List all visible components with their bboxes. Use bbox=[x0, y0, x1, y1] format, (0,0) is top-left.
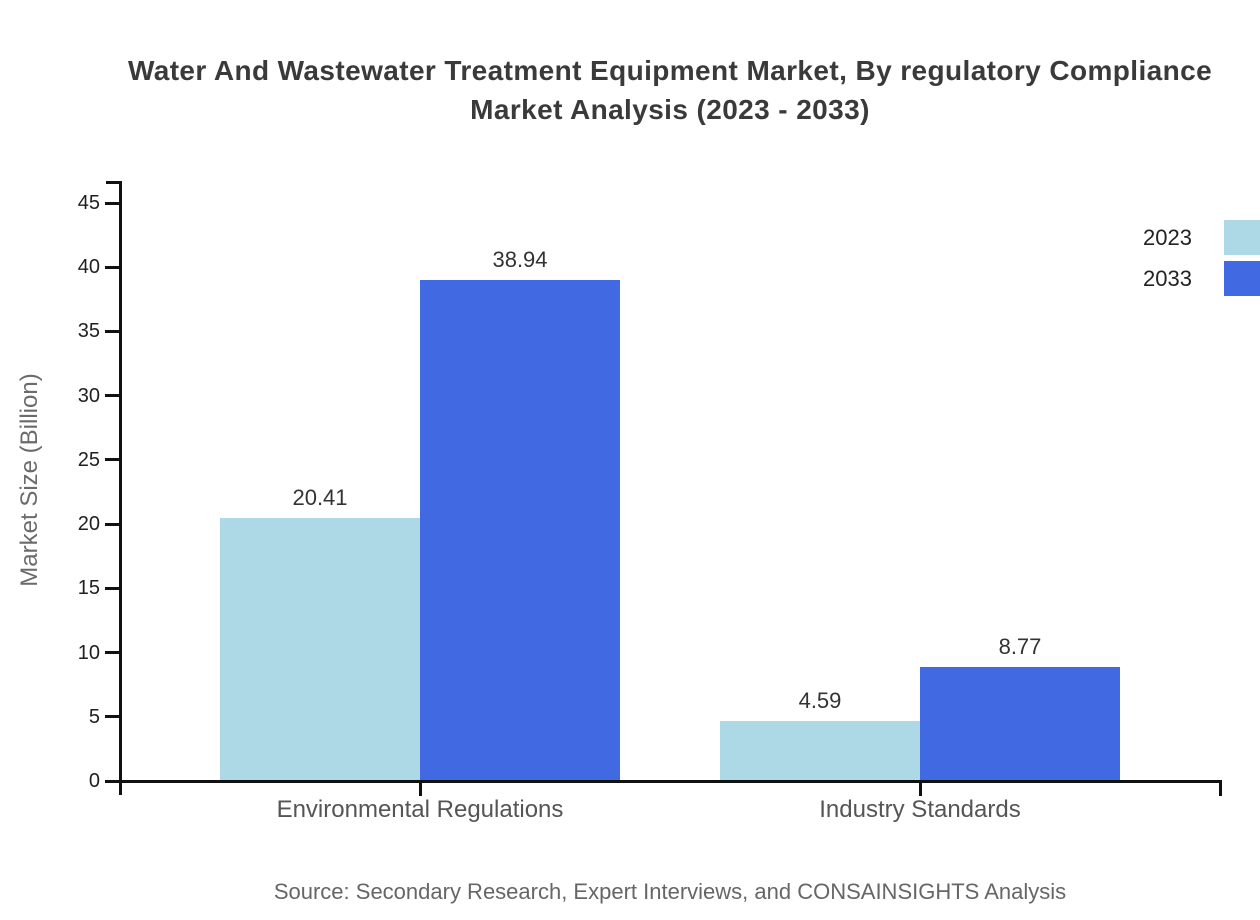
chart-title-line1: Water And Wastewater Treatment Equipment… bbox=[127, 55, 1213, 86]
y-tick-label: 5 bbox=[88, 705, 100, 728]
y-tick-label: 40 bbox=[77, 256, 100, 279]
x-axis-line bbox=[118, 779, 1222, 783]
y-tick-label: 15 bbox=[77, 577, 100, 600]
y-tick-mark bbox=[105, 265, 120, 269]
y-tick-mark bbox=[105, 394, 120, 398]
bar-value-label: 8.77 bbox=[998, 634, 1042, 660]
bar-value-label: 38.94 bbox=[492, 246, 548, 272]
x-tick-mark bbox=[418, 781, 422, 796]
y-tick-mark bbox=[105, 522, 120, 526]
legend: 2023 2033 bbox=[1090, 220, 1260, 302]
x-axis-right-end-tick bbox=[1219, 779, 1222, 796]
legend-swatch bbox=[1224, 220, 1260, 255]
y-tick-label: 25 bbox=[77, 448, 100, 471]
y-tick-mark bbox=[105, 586, 120, 590]
y-tick-mark bbox=[105, 458, 120, 462]
bar-value-label: 4.59 bbox=[798, 688, 842, 714]
bar-2023-environmental-regulations bbox=[220, 517, 420, 780]
y-tick-label: 10 bbox=[77, 641, 100, 664]
y-axis-line bbox=[118, 181, 122, 795]
category-label: Environmental Regulations bbox=[276, 796, 564, 823]
source-note: Source: Secondary Research, Expert Inter… bbox=[273, 879, 1067, 904]
y-axis-top-cap-tick bbox=[106, 181, 120, 184]
y-tick-label: 45 bbox=[77, 192, 100, 214]
chart-title-line2: Market Analysis (2023 - 2033) bbox=[470, 94, 870, 125]
category-label: Industry Standards bbox=[819, 796, 1021, 823]
legend-swatch bbox=[1224, 261, 1260, 296]
y-tick-mark bbox=[105, 779, 120, 783]
bar-2033-industry-standards bbox=[920, 667, 1120, 780]
y-tick-mark bbox=[105, 651, 120, 655]
legend-label: 2033 bbox=[1143, 265, 1192, 291]
y-tick-mark bbox=[105, 715, 120, 719]
x-tick-mark bbox=[918, 781, 922, 796]
y-tick-label: 35 bbox=[77, 320, 100, 343]
bar-2023-industry-standards bbox=[720, 721, 920, 780]
legend-item-2033: 2033 bbox=[1090, 261, 1260, 296]
y-tick-label: 0 bbox=[88, 770, 100, 792]
y-tick-label: 30 bbox=[77, 384, 100, 407]
y-tick-mark bbox=[105, 201, 120, 205]
chart-title: Water And Wastewater Treatment Equipment… bbox=[128, 51, 1212, 129]
bar-2033-environmental-regulations bbox=[420, 279, 620, 780]
legend-label: 2023 bbox=[1143, 224, 1192, 250]
y-tick-mark bbox=[105, 329, 120, 333]
legend-item-2023: 2023 bbox=[1090, 220, 1260, 255]
bar-value-label: 20.41 bbox=[292, 484, 348, 510]
y-tick-label: 20 bbox=[77, 513, 100, 536]
